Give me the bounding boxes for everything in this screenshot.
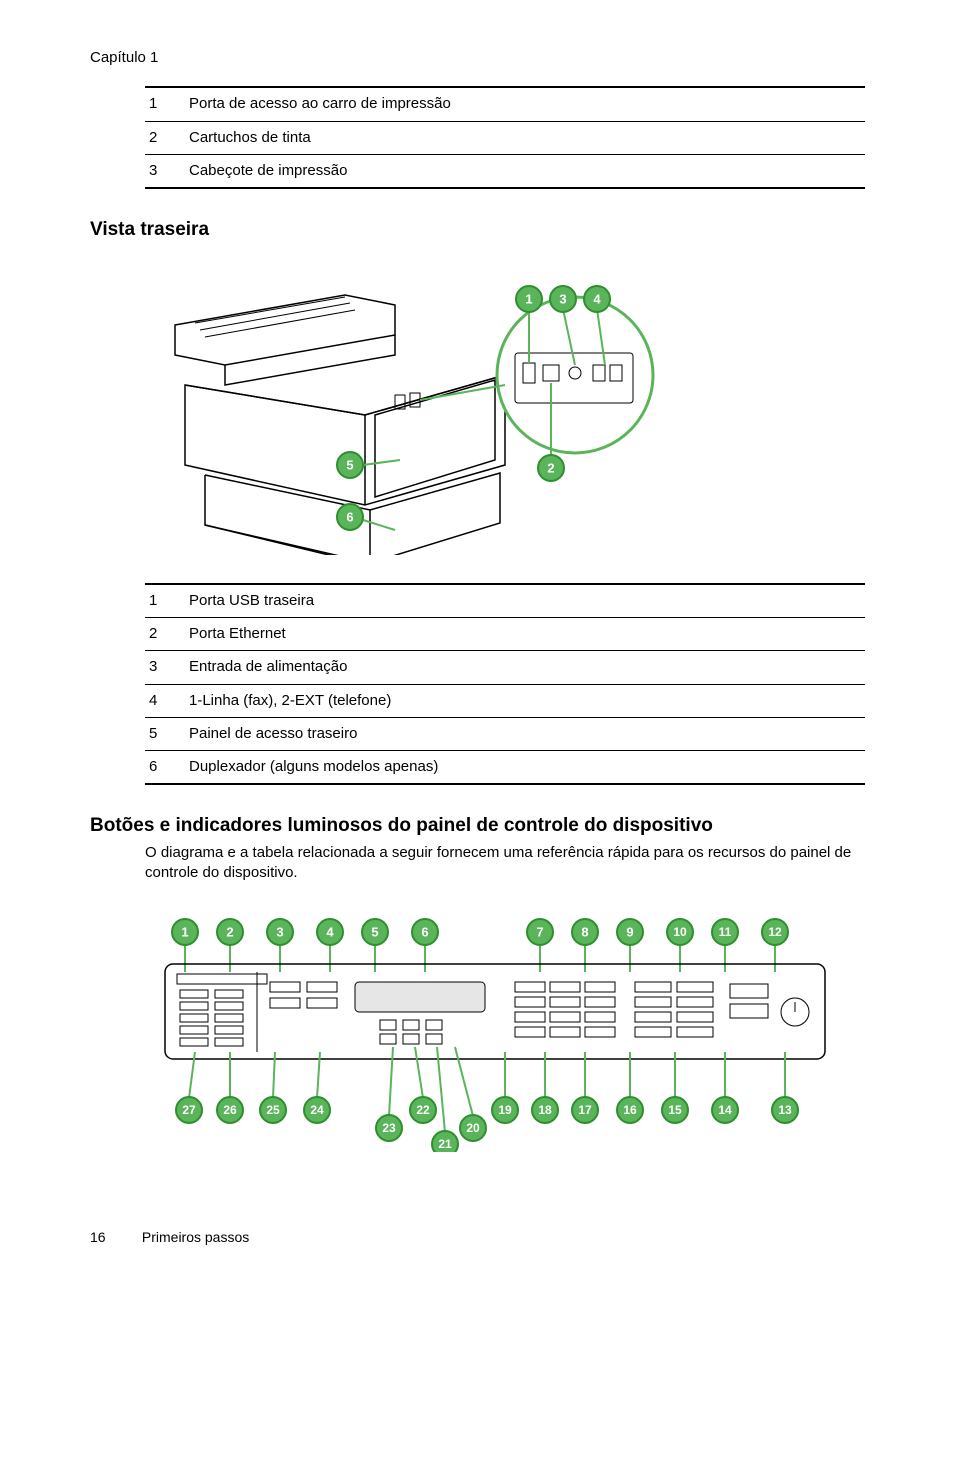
row-number: 3: [145, 651, 185, 684]
page-footer: 16 Primeiros passos: [90, 1228, 870, 1247]
svg-text:6: 6: [421, 924, 428, 939]
svg-text:12: 12: [768, 925, 782, 939]
svg-text:23: 23: [382, 1121, 396, 1135]
table-row: 1 Porta USB traseira: [145, 584, 865, 618]
svg-text:14: 14: [718, 1103, 732, 1117]
svg-text:15: 15: [668, 1103, 682, 1117]
table-row: 1 Porta de acesso ao carro de impressão: [145, 87, 865, 121]
row-number: 1: [145, 584, 185, 618]
svg-text:22: 22: [416, 1103, 430, 1117]
footer-section: Primeiros passos: [142, 1229, 249, 1245]
svg-text:21: 21: [438, 1137, 452, 1151]
heading-rear-view: Vista traseira: [90, 217, 870, 243]
callout-6: 6: [337, 504, 395, 530]
svg-text:6: 6: [346, 509, 353, 524]
svg-text:11: 11: [719, 925, 732, 939]
table-row: 2 Porta Ethernet: [145, 618, 865, 651]
svg-text:4: 4: [593, 291, 601, 306]
svg-text:27: 27: [182, 1103, 196, 1117]
row-desc: Entrada de alimentação: [185, 651, 865, 684]
svg-text:4: 4: [326, 924, 334, 939]
svg-text:25: 25: [266, 1103, 280, 1117]
chapter-label: Capítulo 1: [90, 48, 870, 68]
row-number: 2: [145, 121, 185, 154]
row-desc: Cabeçote de impressão: [185, 154, 865, 188]
svg-text:10: 10: [673, 925, 687, 939]
svg-text:20: 20: [466, 1121, 480, 1135]
control-panel-outline-icon: [165, 964, 825, 1059]
svg-text:2: 2: [226, 924, 233, 939]
table-row: 3 Entrada de alimentação: [145, 651, 865, 684]
row-number: 6: [145, 751, 185, 785]
parts-table-carriage: 1 Porta de acesso ao carro de impressão …: [145, 86, 865, 189]
bottom-callouts: 27 26 25 24 23 22 21 20 19 18 17 16 15 1…: [176, 1047, 798, 1152]
svg-text:24: 24: [310, 1103, 324, 1117]
row-number: 3: [145, 154, 185, 188]
figure-rear-view: 1 3 4 2 5 6: [145, 265, 870, 561]
svg-text:1: 1: [181, 924, 188, 939]
svg-text:19: 19: [498, 1103, 512, 1117]
zoom-detail-icon: [420, 297, 653, 453]
svg-text:26: 26: [223, 1103, 237, 1117]
svg-text:9: 9: [626, 924, 633, 939]
svg-text:7: 7: [536, 924, 543, 939]
row-desc: Porta USB traseira: [185, 584, 865, 618]
svg-text:13: 13: [778, 1103, 792, 1117]
row-number: 2: [145, 618, 185, 651]
svg-text:5: 5: [346, 457, 353, 472]
table-row: 4 1-Linha (fax), 2-EXT (telefone): [145, 684, 865, 717]
table-row: 2 Cartuchos de tinta: [145, 121, 865, 154]
svg-text:5: 5: [371, 924, 378, 939]
control-panel-paragraph: O diagrama e a tabela relacionada a segu…: [145, 843, 865, 884]
row-desc: Porta de acesso ao carro de impressão: [185, 87, 865, 121]
row-desc: Painel de acesso traseiro: [185, 717, 865, 750]
row-desc: 1-Linha (fax), 2-EXT (telefone): [185, 684, 865, 717]
svg-text:16: 16: [623, 1103, 637, 1117]
table-row: 3 Cabeçote de impressão: [145, 154, 865, 188]
row-number: 4: [145, 684, 185, 717]
table-row: 6 Duplexador (alguns modelos apenas): [145, 751, 865, 785]
row-desc: Duplexador (alguns modelos apenas): [185, 751, 865, 785]
table-row: 5 Painel de acesso traseiro: [145, 717, 865, 750]
parts-table-rear: 1 Porta USB traseira 2 Porta Ethernet 3 …: [145, 583, 865, 786]
svg-text:3: 3: [276, 924, 283, 939]
svg-text:17: 17: [578, 1103, 592, 1117]
svg-text:1: 1: [525, 291, 532, 306]
svg-text:3: 3: [559, 291, 566, 306]
figure-control-panel: 1 2 3 4 5 6 7 8 9 10 11 12: [145, 902, 870, 1158]
row-number: 1: [145, 87, 185, 121]
svg-text:18: 18: [538, 1103, 552, 1117]
heading-control-panel: Botões e indicadores luminosos do painel…: [90, 813, 870, 839]
row-desc: Cartuchos de tinta: [185, 121, 865, 154]
page-number: 16: [90, 1228, 138, 1247]
svg-text:8: 8: [581, 924, 588, 939]
row-number: 5: [145, 717, 185, 750]
row-desc: Porta Ethernet: [185, 618, 865, 651]
svg-text:2: 2: [547, 460, 554, 475]
callout-5: 5: [337, 452, 400, 478]
